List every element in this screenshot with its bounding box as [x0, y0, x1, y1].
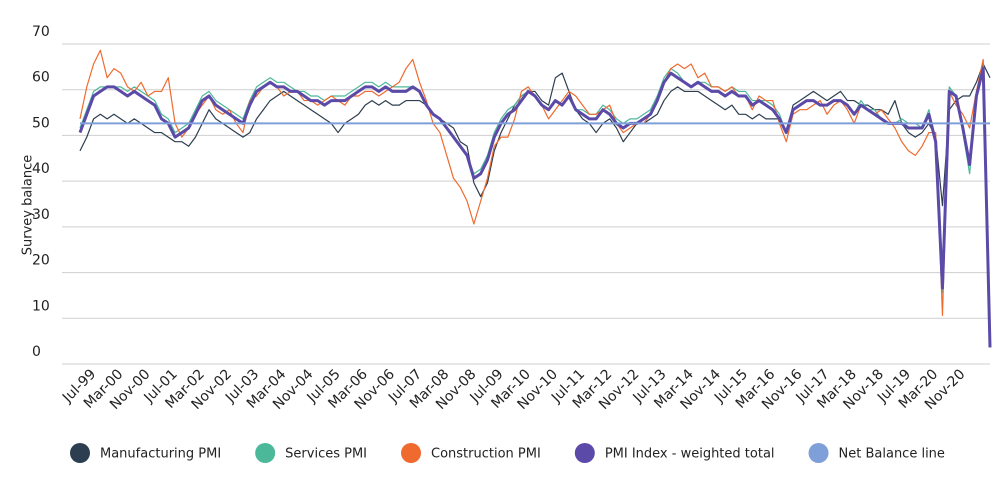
series-line [79, 49, 991, 343]
legend-marker [574, 443, 595, 463]
y-tick-label: 50 [32, 115, 50, 131]
legend-label: Manufacturing PMI [100, 447, 221, 462]
legend-marker [808, 443, 829, 463]
legend-label: PMI Index - weighted total [605, 447, 775, 462]
y-axis-label: Survey balance [21, 155, 36, 256]
legend-label: Services PMI [285, 447, 367, 462]
legend-marker [401, 443, 422, 463]
legend-marker [70, 443, 90, 463]
y-tick-label: 60 [32, 70, 50, 86]
series-line [78, 67, 992, 348]
y-tick-label: 40 [32, 161, 50, 177]
legend-marker [255, 443, 276, 463]
series-line [79, 63, 991, 207]
legend-label: Construction PMI [431, 447, 541, 462]
y-tick-label: 10 [32, 298, 50, 314]
y-tick-label: 30 [32, 207, 50, 223]
y-tick-label: 20 [32, 253, 50, 269]
legend-label: Net Balance line [839, 447, 945, 462]
y-tick-label: 70 [32, 24, 50, 40]
y-tick-label: 0 [32, 344, 41, 360]
